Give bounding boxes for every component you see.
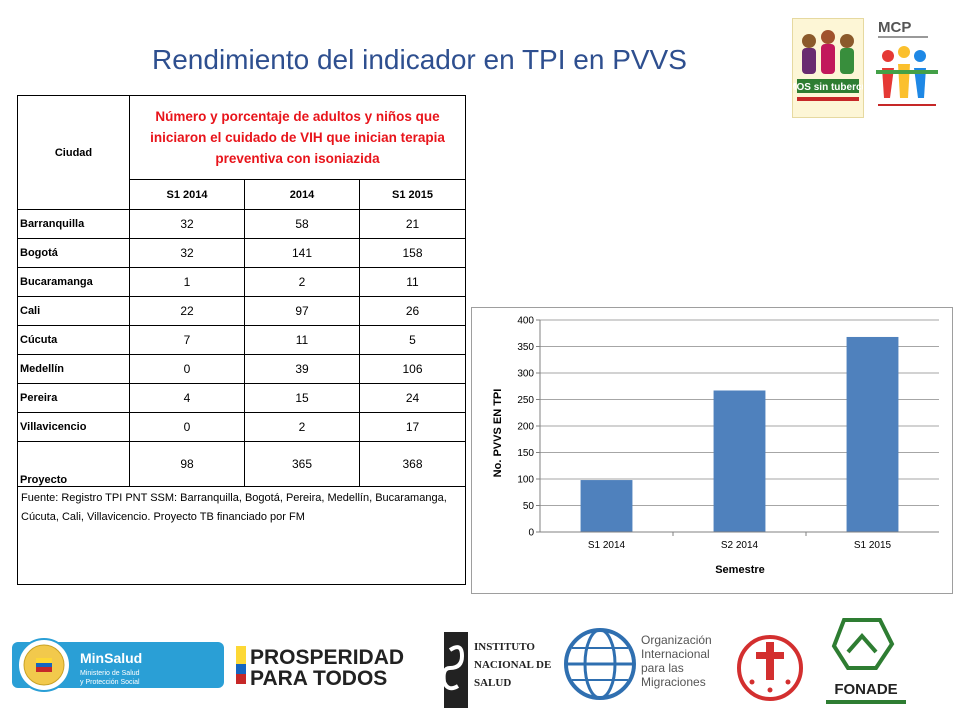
table-cell: 158 <box>359 238 466 268</box>
column-header: S1 2015 <box>359 179 466 210</box>
table-cell: 32 <box>129 238 245 268</box>
header-city: Ciudad <box>17 95 130 210</box>
table-row: Pereira 4 15 24 <box>17 383 466 413</box>
table-cell: 11 <box>359 267 466 297</box>
y-tick-label: 350 <box>517 342 534 353</box>
ins-logo: INSTITUTO NACIONAL DE SALUD <box>441 632 551 708</box>
city-name: Proyecto <box>17 441 130 487</box>
table-row: Bogotá 32 141 158 <box>17 238 466 268</box>
city-name: Bogotá <box>17 238 130 268</box>
table-cell: 97 <box>244 296 360 326</box>
table-cell: 39 <box>244 354 360 384</box>
y-tick-label: 0 <box>528 528 534 539</box>
bar <box>846 336 899 532</box>
table-row: Villavicencio 0 2 17 <box>17 412 466 442</box>
table-cell: 17 <box>359 412 466 442</box>
bar <box>713 390 766 532</box>
table-cell: 58 <box>244 209 360 239</box>
city-name: Pereira <box>17 383 130 413</box>
table-cell: 11 <box>244 325 360 355</box>
data-table: Ciudad Número y porcentaje de adultos y … <box>17 95 466 585</box>
oim-line1: Organización <box>641 633 712 647</box>
y-tick-label: 100 <box>517 475 534 486</box>
mcp-text: MCP <box>878 19 911 36</box>
source-note: Fuente: Registro TPI PNT SSM: Barranquil… <box>17 486 466 585</box>
bar-chart: 0 50 100 150 200 250 300 350 400 S1 2014 S2 2014 S1… <box>471 307 953 594</box>
city-name: Bucaramanga <box>17 267 130 297</box>
y-tick-label: 150 <box>517 448 534 459</box>
column-header: S1 2014 <box>129 179 245 210</box>
vivamos-logo: VIVAMOS sin tuberculosis <box>792 18 864 118</box>
city-name: Cali <box>17 296 130 326</box>
city-name: Medellín <box>17 354 130 384</box>
table-row: Proyecto 98 365 368 <box>17 441 466 487</box>
table-cell: 98 <box>129 441 245 487</box>
table-row: Bucaramanga 1 2 11 <box>17 267 466 297</box>
page-title: Rendimiento del indicador en TPI en PVVS <box>152 44 687 75</box>
footer-logos: MinSalud Ministerio de Salud y Protecció… <box>0 612 960 720</box>
prosperidad-logo: PROSPERIDAD PARA TODOS <box>236 646 404 690</box>
x-axis-title: Semestre <box>715 564 765 576</box>
header-indicator: Número y porcentaje de adultos y niños q… <box>129 95 466 180</box>
table-cell: 141 <box>244 238 360 268</box>
y-axis-title: No. PVVS EN TPI <box>492 389 504 478</box>
table-cell: 26 <box>359 296 466 326</box>
prosperidad-line2: PARA TODOS <box>250 667 387 690</box>
fonade-logo: FONADE <box>826 618 906 704</box>
city-name: Barranquilla <box>17 209 130 239</box>
x-tick-label: S2 2014 <box>721 540 759 551</box>
table-cell: 21 <box>359 209 466 239</box>
y-tick-label: 250 <box>517 395 534 406</box>
city-name: Cúcuta <box>17 325 130 355</box>
x-tick-label: S1 2015 <box>854 540 892 551</box>
y-tick-label: 200 <box>517 422 534 433</box>
table-row: Cali 22 97 26 <box>17 296 466 326</box>
table-cell: 0 <box>129 354 245 384</box>
table-cell: 2 <box>244 412 360 442</box>
y-tick-label: 400 <box>517 316 534 327</box>
ins-line3: SALUD <box>474 677 511 689</box>
table-cell: 106 <box>359 354 466 384</box>
table-cell: 32 <box>129 209 245 239</box>
lac-logo <box>737 635 803 701</box>
table-cell: 0 <box>129 412 245 442</box>
bar-chart-svg: 0 50 100 150 200 250 300 350 400 S1 2014 S2 2014 S1… <box>492 316 939 576</box>
minsalud-logo: MinSalud Ministerio de Salud y Protecció… <box>12 638 224 692</box>
minsalud-sub1: Ministerio de Salud <box>80 670 140 677</box>
minsalud-sub2: y Protección Social <box>80 679 140 686</box>
minsalud-text: MinSalud <box>80 650 142 666</box>
table-cell: 2 <box>244 267 360 297</box>
city-name: Villavicencio <box>17 412 130 442</box>
table-cell: 4 <box>129 383 245 413</box>
table-row: Barranquilla 32 58 21 <box>17 209 466 239</box>
fonade-text: FONADE <box>834 681 897 698</box>
oim-logo: Organización Internacional para las Migr… <box>564 628 712 700</box>
column-header: 2014 <box>244 179 360 210</box>
table-cell: 24 <box>359 383 466 413</box>
oim-line4: Migraciones <box>641 675 706 689</box>
ins-line1: INSTITUTO <box>474 641 535 653</box>
table-row: Medellín 0 39 106 <box>17 354 466 384</box>
table-cell: 7 <box>129 325 245 355</box>
x-tick-label: S1 2014 <box>588 540 626 551</box>
ins-line2: NACIONAL DE <box>474 659 551 671</box>
table-cell: 368 <box>359 441 466 487</box>
oim-line3: para las <box>641 661 684 675</box>
y-tick-label: 50 <box>523 501 535 512</box>
prosperidad-line1: PROSPERIDAD <box>250 646 404 669</box>
y-tick-label: 300 <box>517 369 534 380</box>
table-cell: 1 <box>129 267 245 297</box>
table-cell: 365 <box>244 441 360 487</box>
vivamos-text: VIVAMOS sin tuberculosis <box>793 82 863 93</box>
table-cell: 5 <box>359 325 466 355</box>
mcp-logo: MCP <box>872 16 942 118</box>
bar <box>580 480 633 532</box>
table-cell: 22 <box>129 296 245 326</box>
oim-line2: Internacional <box>641 647 710 661</box>
table-row: Cúcuta 7 11 5 <box>17 325 466 355</box>
table-cell: 15 <box>244 383 360 413</box>
